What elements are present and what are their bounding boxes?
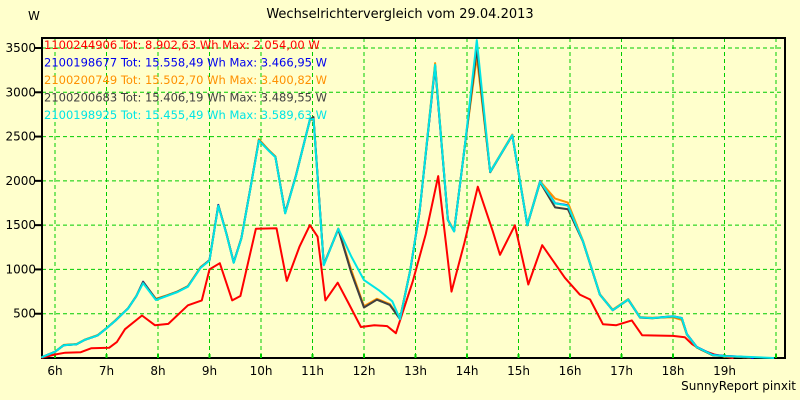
legend-entry: 2100200749 Tot: 15.502,70 Wh Max: 3.400,… — [44, 73, 327, 87]
chart-title: Wechselrichtervergleich vom 29.04.2013 — [266, 7, 534, 22]
x-tick-label: 8h — [150, 364, 165, 378]
x-tick-label: 19h — [713, 364, 736, 378]
legend-entry: 2100198925 Tot: 15.455,49 Wh Max: 3.589,… — [44, 108, 327, 122]
plot-border — [41, 37, 786, 359]
legend-entry: 2100198677 Tot: 15.558,49 Wh Max: 3.466,… — [44, 56, 327, 70]
y-tick-label: 1000 — [5, 262, 36, 276]
x-tick-label: 18h — [662, 364, 685, 378]
x-tick-label: 10h — [250, 364, 273, 378]
legend-entry: 2100200683 Tot: 15.406,19 Wh Max: 3.489,… — [44, 91, 327, 105]
x-tick-label: 9h — [202, 364, 217, 378]
y-tick-label: 2500 — [5, 130, 36, 144]
y-tick-label: 3000 — [5, 85, 36, 99]
y-tick-label: 500 — [13, 307, 36, 321]
series-line-1100244906 — [41, 175, 734, 359]
y-axis-unit-label: W — [28, 9, 40, 23]
x-tick-label: 6h — [47, 364, 62, 378]
x-tick-label: 7h — [99, 364, 114, 378]
x-tick-label: 11h — [301, 364, 324, 378]
y-tick-label: 2000 — [5, 174, 36, 188]
x-tick-label: 14h — [456, 364, 479, 378]
y-tick-label: 3500 — [5, 41, 36, 55]
x-tick-label: 15h — [507, 364, 530, 378]
x-tick-label: 17h — [610, 364, 633, 378]
watermark-text: SunnyReport pinxit — [681, 379, 796, 393]
x-tick-label: 12h — [353, 364, 376, 378]
series-line-2100198925 — [41, 39, 775, 359]
x-tick-label: 16h — [559, 364, 582, 378]
legend-entry: 1100244906 Tot: 8.902,63 Wh Max: 2.054,0… — [44, 38, 320, 52]
y-tick-label: 1500 — [5, 218, 36, 232]
x-tick-label: 13h — [404, 364, 427, 378]
